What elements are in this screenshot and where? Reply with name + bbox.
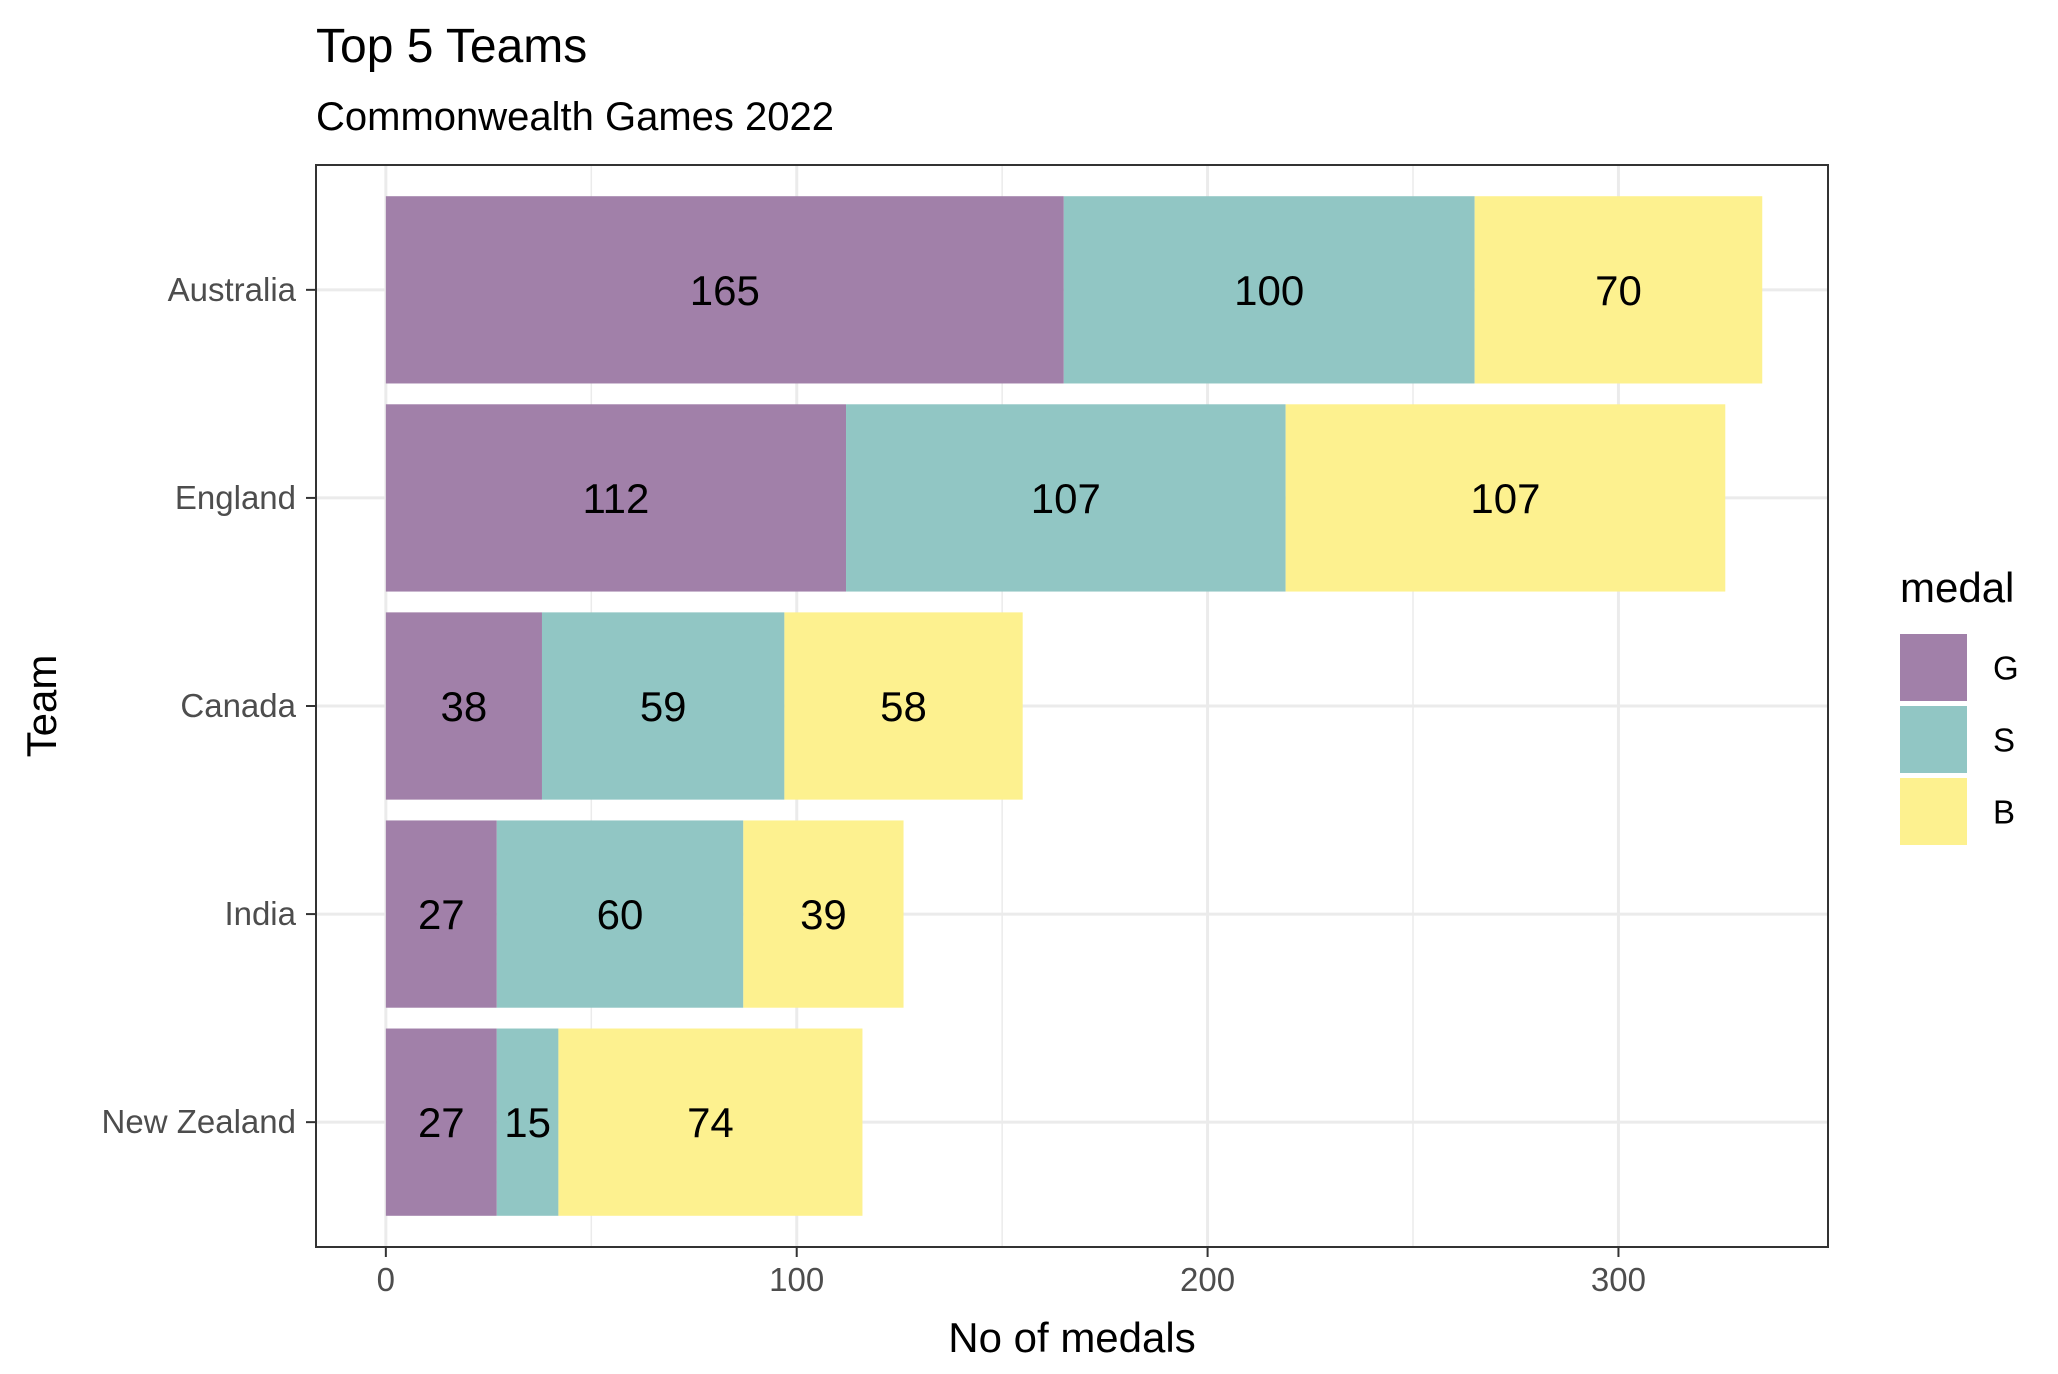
bar-G — [385, 1028, 497, 1216]
data-label: 74 — [687, 1099, 734, 1146]
data-label: 27 — [418, 1099, 465, 1146]
bar-S — [846, 404, 1286, 592]
bar-S — [1063, 196, 1475, 384]
bar-B — [1474, 196, 1763, 384]
y-axis-title: Team — [18, 655, 65, 758]
legend-key-G — [1900, 634, 1967, 701]
bar-G — [385, 820, 497, 1008]
legend: medal GSB — [1900, 564, 2019, 845]
y-tick-label: England — [175, 479, 296, 516]
x-axis-title: No of medals — [948, 1314, 1195, 1361]
y-tick-label: Australia — [168, 271, 297, 308]
bar-S — [496, 820, 744, 1008]
y-tick-label: India — [224, 895, 296, 932]
data-label: 165 — [690, 267, 760, 314]
data-label: 107 — [1031, 475, 1101, 522]
y-tick-label: New Zealand — [102, 1103, 296, 1140]
data-label: 39 — [800, 891, 847, 938]
data-label: 100 — [1234, 267, 1304, 314]
bars — [385, 196, 1763, 1216]
legend-title: medal — [1900, 564, 2014, 611]
bar-G — [385, 612, 542, 800]
x-tick-label: 200 — [1180, 1261, 1235, 1298]
legend-label: G — [1993, 650, 2019, 687]
y-axis: Australia England Canada India New Zealand — [102, 271, 316, 1140]
bar-G — [385, 404, 847, 592]
legend-label: B — [1993, 794, 2015, 831]
bar-B — [558, 1028, 863, 1216]
bar-G — [385, 196, 1064, 384]
y-tick-label: Canada — [180, 687, 296, 724]
x-tick-label: 0 — [377, 1261, 395, 1298]
bar-S — [496, 1028, 559, 1216]
data-label: 70 — [1595, 267, 1642, 314]
data-label: 59 — [640, 683, 687, 730]
bar-B — [1285, 404, 1726, 592]
data-label: 27 — [418, 891, 465, 938]
data-label: 112 — [582, 475, 649, 522]
data-labels: 165 100 70 112 107 107 38 59 58 27 60 39 27 15 74 — [418, 267, 1642, 1146]
x-axis: 0 100 200 300 — [377, 1247, 1646, 1298]
x-tick-label: 300 — [1591, 1261, 1646, 1298]
data-label: 58 — [880, 683, 927, 730]
data-label: 107 — [1470, 475, 1540, 522]
legend-key-B — [1900, 778, 1967, 845]
data-label: 60 — [597, 891, 644, 938]
bar-S — [541, 612, 785, 800]
legend-label: S — [1993, 722, 2015, 759]
data-label: 38 — [441, 683, 488, 730]
bar-B — [743, 820, 904, 1008]
legend-key-S — [1900, 706, 1967, 773]
chart-title: Top 5 Teams — [316, 20, 587, 73]
x-tick-label: 100 — [769, 1261, 824, 1298]
data-label: 15 — [504, 1099, 551, 1146]
chart-subtitle: Commonwealth Games 2022 — [316, 95, 834, 139]
bar-B — [784, 612, 1023, 800]
